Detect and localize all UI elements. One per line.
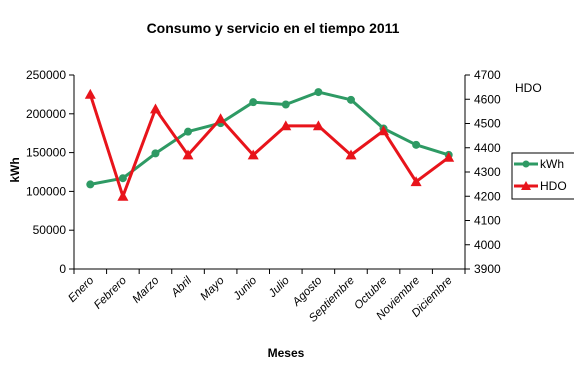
x-tick-label: Julio <box>266 274 292 300</box>
y-tick-label-left: 50000 <box>33 223 67 237</box>
y-tick-label-right: 4700 <box>474 68 501 82</box>
y-axis-title-right: HDO <box>515 81 542 95</box>
x-axis-title: Meses <box>268 346 305 360</box>
data-point-hdo <box>378 125 389 136</box>
series-layer <box>84 88 455 201</box>
y-tick-label-right: 4100 <box>474 214 501 228</box>
legend-box <box>511 152 574 200</box>
data-point-kwh <box>151 149 160 158</box>
x-tick-label: Enero <box>66 274 97 305</box>
y-tick-label-left: 100000 <box>26 184 66 198</box>
chart-title: Consumo y servicio en el tiempo 2011 <box>147 20 400 36</box>
series-line-kwh <box>90 90 450 186</box>
y-tick-label-left: 0 <box>59 262 66 276</box>
y-axis-title-left: kWh <box>8 157 22 182</box>
data-point-kwh <box>346 95 355 104</box>
data-point-kwh <box>86 180 95 189</box>
legend-label: HDO <box>540 179 567 193</box>
y-tick-label-right: 4400 <box>474 141 501 155</box>
legend-marker-circle <box>522 160 530 168</box>
data-point-kwh <box>249 98 258 107</box>
legend-item-kwh: kWh <box>514 157 564 171</box>
legend: kWh HDO <box>511 152 574 200</box>
data-point-kwh <box>412 140 421 149</box>
data-point-kwh <box>118 174 127 183</box>
data-point-kwh <box>184 127 193 136</box>
y-tick-label-left: 200000 <box>26 107 66 121</box>
data-point-hdo <box>410 176 422 187</box>
data-point-hdo <box>345 149 357 160</box>
data-point-hdo <box>150 103 161 114</box>
series-line-hdo <box>88 93 450 198</box>
y-tick-label-right: 3900 <box>474 262 501 276</box>
y-tick-label-right: 4300 <box>474 165 501 179</box>
legend-item-hdo: HDO <box>514 179 567 193</box>
data-point-kwh <box>314 88 323 97</box>
legend-marker-triangle <box>521 181 531 190</box>
y-tick-label-left: 250000 <box>26 68 66 82</box>
x-tick-label: Febrero <box>92 274 129 311</box>
data-point-hdo <box>215 113 227 124</box>
data-point-kwh <box>281 100 290 109</box>
x-tick-label: Marzo <box>131 274 163 306</box>
y-tick-label-right: 4600 <box>474 92 501 106</box>
data-point-hdo <box>280 120 292 131</box>
x-tick-label: Abril <box>169 274 195 300</box>
data-point-hdo <box>247 149 259 160</box>
y-tick-label-right: 4500 <box>474 117 501 131</box>
x-tick-label: Junio <box>231 274 260 303</box>
data-point-hdo <box>117 190 129 201</box>
data-point-hdo <box>443 151 455 162</box>
x-tick-label: Mayo <box>198 274 227 303</box>
series-kwh <box>86 88 453 189</box>
legend-label: kWh <box>540 157 564 171</box>
axes: 0 50000 100000 150000 200000 250000 3900 4000 41… <box>26 68 501 325</box>
y-tick-label-right: 4000 <box>474 238 501 252</box>
y-tick-label-right: 4200 <box>474 189 501 203</box>
data-point-hdo <box>84 88 96 99</box>
data-point-hdo <box>182 149 194 160</box>
data-point-hdo <box>312 120 324 131</box>
y-tick-label-left: 150000 <box>26 146 66 160</box>
series-hdo <box>84 88 455 201</box>
